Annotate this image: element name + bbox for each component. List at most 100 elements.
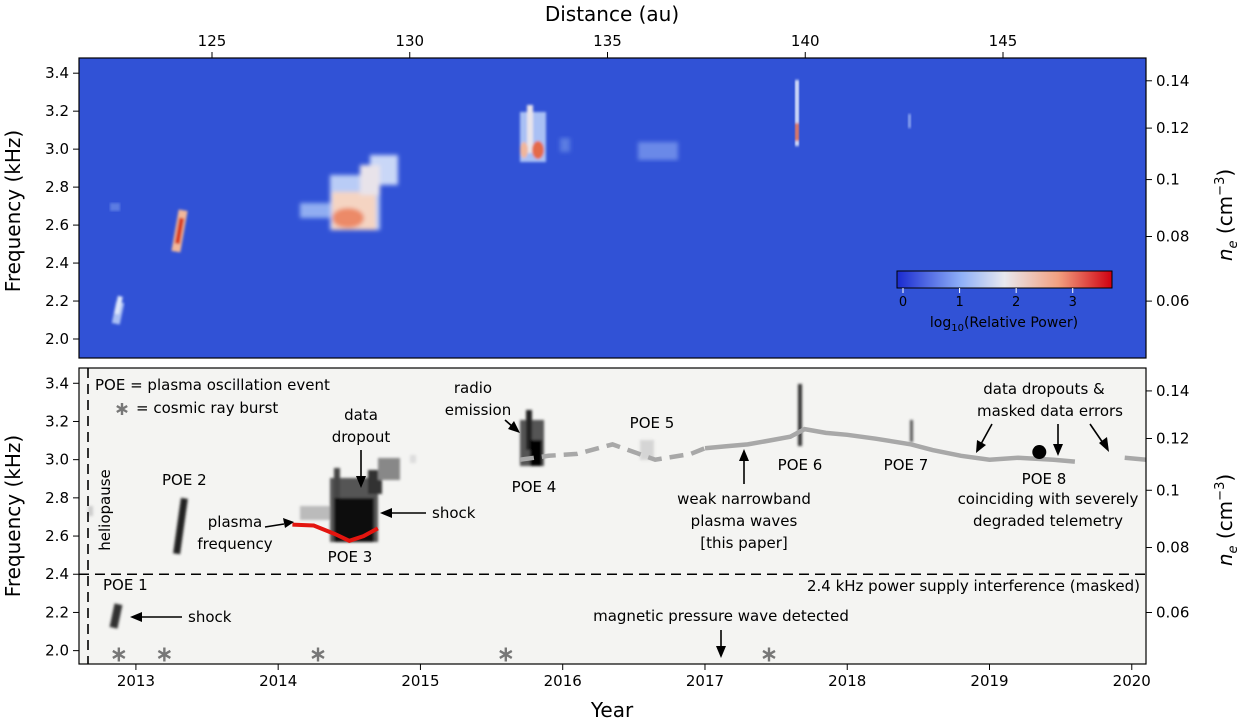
arrow-magnetic-wave	[716, 630, 726, 658]
label-degraded-telemetry: degraded telemetry	[973, 512, 1123, 530]
arrow-radio-emission	[504, 419, 520, 433]
top-poe-4-feature	[520, 105, 546, 162]
label-poe-7: POE 7	[884, 456, 929, 474]
arrow-shock-1	[130, 612, 182, 622]
top-y-tick-label: 2.4	[45, 254, 69, 272]
bottom-plot-background	[79, 368, 1146, 664]
poe-6-feature	[798, 384, 802, 446]
svg-text:ne (cm−3): ne (cm−3)	[1213, 474, 1241, 566]
arrow-dropouts-3	[1089, 423, 1109, 452]
label-data-dropouts: data dropouts &	[983, 380, 1105, 398]
year-tick-label: 2016	[544, 672, 582, 690]
arrow-dropouts-1	[976, 423, 993, 453]
bottom-ne-tick-label: 0.1	[1156, 481, 1180, 499]
label-magnetic-pressure-wave: magnetic pressure wave detected	[593, 607, 849, 625]
colorbar-scale	[896, 270, 1113, 289]
plasma-frequency-curve	[292, 522, 379, 543]
top-y-axis-title: Frequency (kHz)	[1, 130, 25, 292]
bottom-ne-tick-label: 0.12	[1156, 430, 1189, 448]
bottom-ne-tick-label: 0.06	[1156, 604, 1189, 622]
label-dropout: dropout	[332, 428, 391, 446]
distance-tick-label: 130	[395, 32, 424, 50]
top-right-axis-title: ne (cm−3)	[1213, 169, 1241, 261]
distance-tick-label: 135	[593, 32, 622, 50]
poe-2-feature	[173, 497, 188, 555]
poe-1-feature	[109, 603, 123, 629]
bottom-y-tick-label: 3.2	[45, 412, 69, 430]
label-plasma-waves: plasma waves	[691, 512, 798, 530]
annotations: POE 1 shock POE 2 plasma frequency data …	[103, 379, 1139, 626]
label-poe-2: POE 2	[162, 471, 207, 489]
bottom-y-tick-label: 2.0	[45, 642, 69, 660]
spectrogram-panel: 0 1 2 3 log10(Relative Power) 2.0 2.2 2.4 2.6 2…	[45, 32, 1189, 359]
bottom-y-tick-label: 2.2	[45, 603, 69, 621]
bottom-plot-frame	[78, 367, 1147, 665]
bottom-right-axis-title: ne (cm−3)	[1213, 474, 1241, 566]
year-tick-label: 2014	[259, 672, 297, 690]
top-poe-3-feature	[300, 155, 398, 230]
arrow-data-dropout	[356, 450, 366, 488]
annotation-arrows	[130, 419, 1109, 658]
bottom-ne-tick-label: 0.14	[1156, 382, 1189, 400]
bottom-y-tick-label: 2.6	[45, 527, 69, 545]
label-poe-6: POE 6	[778, 456, 823, 474]
cosmic-ray-marker	[762, 647, 776, 662]
arrow-dropouts-2	[1053, 424, 1063, 456]
colorbar-tick-label: 2	[1012, 295, 1020, 310]
colorbar-tick-label: 3	[1069, 295, 1077, 310]
label-poe-4: POE 4	[512, 478, 557, 496]
cosmic-ray-marker	[157, 647, 171, 662]
label-poe-3: POE 3	[328, 548, 373, 566]
bottom-y-axis-title: Frequency (kHz)	[1, 435, 25, 597]
cosmic-ray-marker	[311, 647, 325, 662]
top-y-tick-label: 3.0	[45, 140, 69, 158]
x-axis-title: Year	[590, 698, 634, 722]
legend-cosmic-ray-icon	[116, 403, 128, 415]
top-y-tick-label: 2.0	[45, 330, 69, 348]
label-shock-3: shock	[432, 504, 476, 522]
narrowband-wave-trace	[519, 442, 706, 463]
poe-5-feature	[640, 440, 654, 460]
label-poe-5: POE 5	[630, 414, 675, 432]
annotated-panel: POE = plasma oscillation event = cosmic …	[45, 367, 1189, 690]
colorbar: 0 1 2 3 log10(Relative Power)	[896, 270, 1113, 334]
poe-7-feature	[910, 420, 913, 442]
arrow-plasma-frequency	[264, 518, 294, 528]
bottom-y-tick-label: 3.4	[45, 374, 69, 392]
label-coinciding: coinciding with severely	[958, 490, 1139, 508]
year-tick-label: 2015	[401, 672, 439, 690]
label-shock-1: shock	[188, 608, 232, 626]
bottom-ne-tick-label: 0.08	[1156, 539, 1189, 557]
label-masked-errors: masked data errors	[977, 402, 1123, 420]
label-plasma: plasma	[208, 513, 263, 531]
label-radio: radio	[454, 379, 492, 397]
arrow-shock-3	[380, 508, 426, 518]
label-frequency: frequency	[197, 535, 272, 553]
label-poe-1: POE 1	[103, 576, 148, 594]
top-poe-5-feature	[560, 138, 678, 160]
label-emission: emission	[445, 401, 512, 419]
bottom-y-tick-label: 3.0	[45, 451, 69, 469]
top-ne-tick-label: 0.14	[1156, 72, 1189, 90]
year-tick-label: 2017	[686, 672, 724, 690]
top-y-tick-label: 3.2	[45, 102, 69, 120]
arrow-weak-narrowband	[739, 449, 749, 484]
top-ne-tick-label: 0.06	[1156, 292, 1189, 310]
colorbar-tick-label: 1	[955, 295, 963, 310]
svg-text:ne (cm−3): ne (cm−3)	[1213, 169, 1241, 261]
spectrogram-background	[79, 58, 1146, 358]
distance-tick-label: 125	[198, 32, 227, 50]
colorbar-tick-label: 0	[899, 295, 907, 310]
cosmic-ray-marker	[112, 647, 126, 662]
top-y-tick-label: 2.6	[45, 216, 69, 234]
year-tick-label: 2018	[828, 672, 866, 690]
bottom-y-tick-label: 2.4	[45, 565, 69, 583]
narrowband-wave-trace-solid	[704, 426, 1146, 464]
poe-8-marker	[1032, 445, 1047, 460]
label-poe-8: POE 8	[1022, 470, 1067, 488]
heliopause-label: heliopause	[96, 469, 114, 551]
year-tick-label: 2019	[970, 672, 1008, 690]
top-poe-2-feature	[171, 209, 188, 253]
top-ne-tick-label: 0.12	[1156, 119, 1189, 137]
